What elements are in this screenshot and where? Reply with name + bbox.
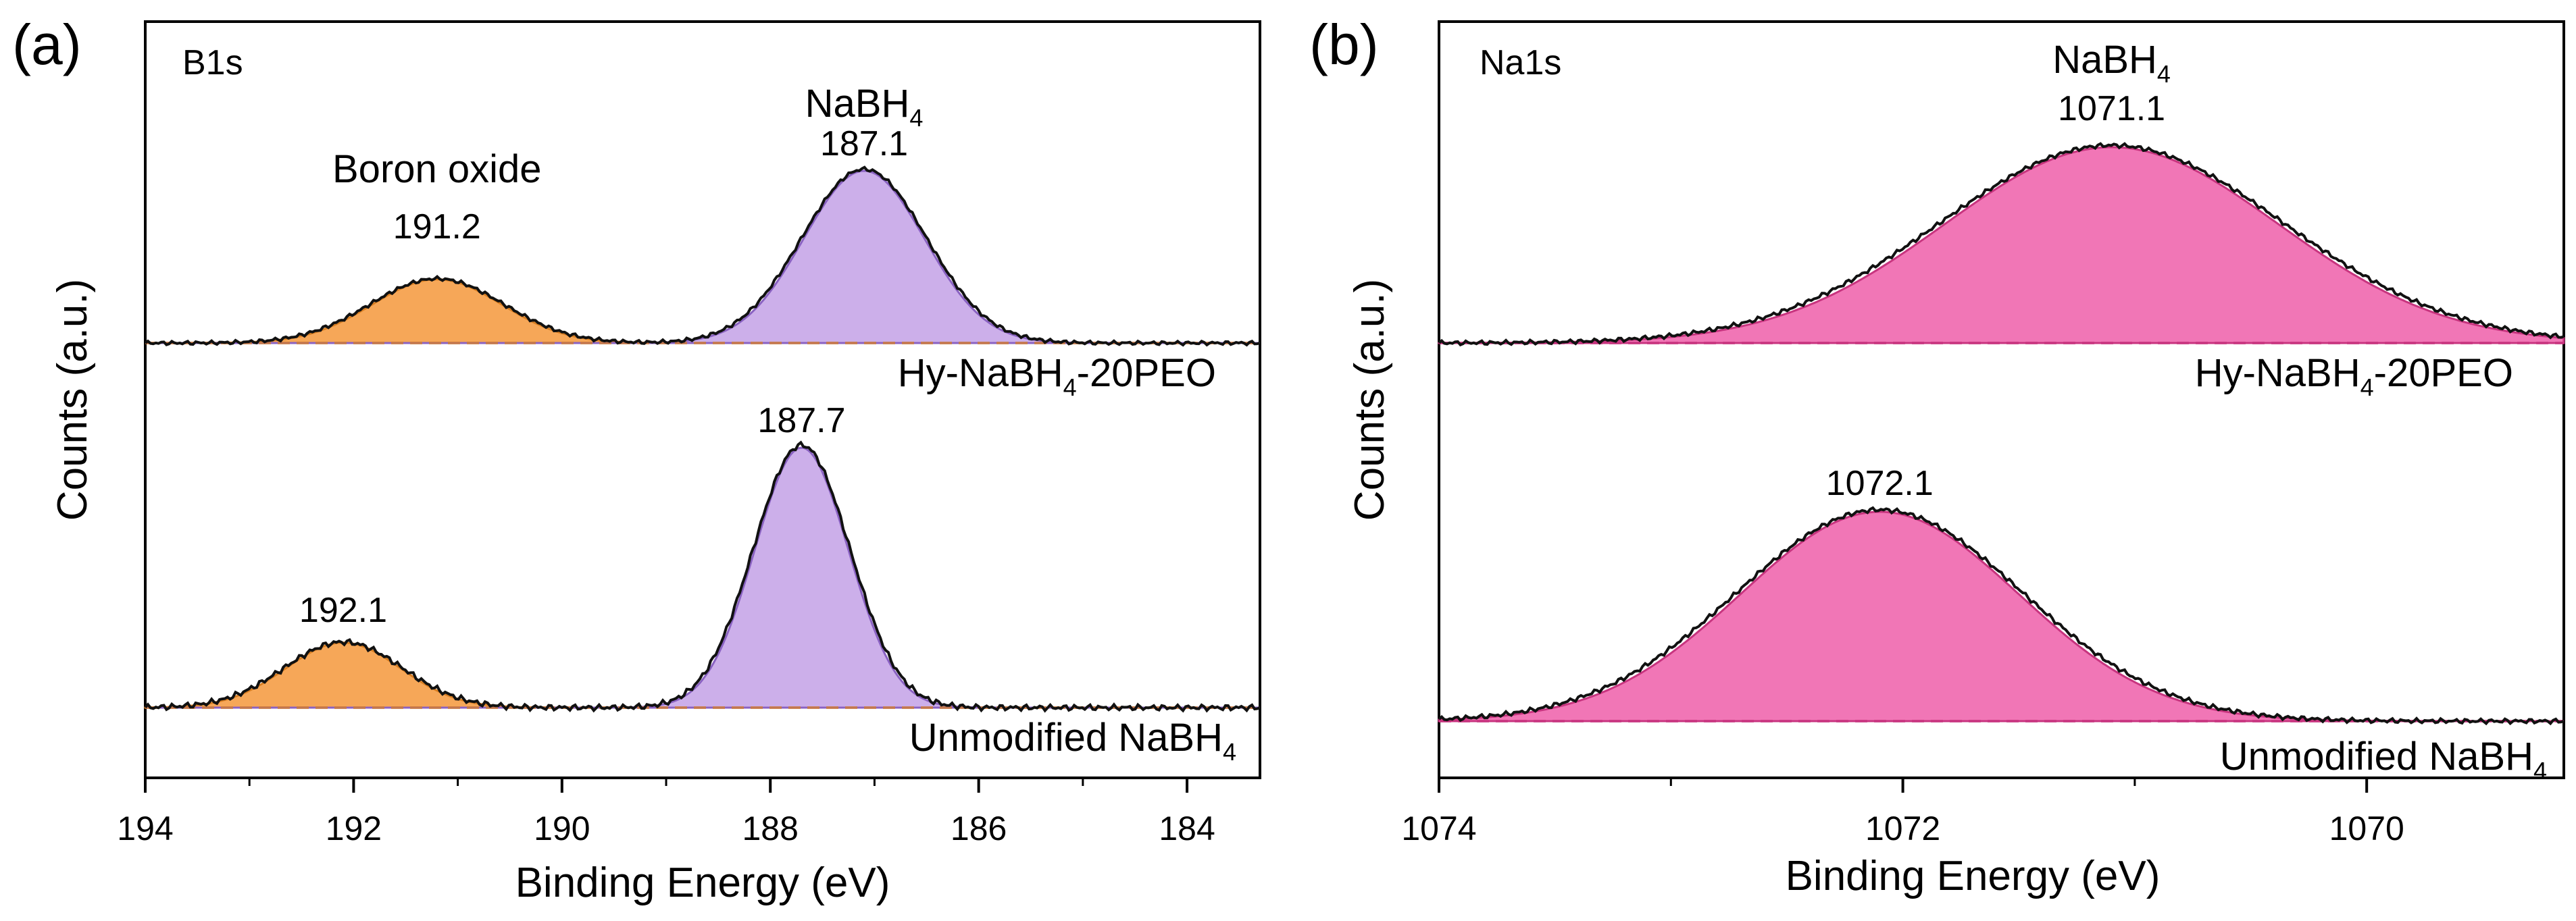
series-label: Unmodified NaBH4 (909, 716, 1236, 766)
panel-b-title: Na1s (1480, 43, 1561, 82)
panel-a-xlabel: Binding Energy (eV) (515, 860, 890, 906)
panel-b-xlabel: Binding Energy (eV) (1786, 853, 2161, 899)
panel-a-x-ticks: 194 192 190 188 186 184 (117, 778, 1215, 847)
measured-envelope (1438, 506, 2565, 726)
x-tick-label: 192 (326, 810, 382, 847)
x-tick-label: 190 (534, 810, 590, 847)
series-label: Hy-NaBH4-20PEO (898, 351, 1216, 401)
measured-envelope (144, 165, 1261, 347)
x-tick-label: 184 (1159, 810, 1215, 847)
component-fill (145, 169, 1260, 344)
panel-a-label: (a) (12, 13, 82, 76)
panel-b-x-ticks: 1074 1072 1070 (1401, 778, 2404, 847)
panel-b1s: (a) B1s Binding Energy (eV) Counts (a.u.… (12, 13, 1261, 906)
x-tick-label: 186 (951, 810, 1007, 847)
measured-envelope (144, 440, 1261, 713)
series-label: Unmodified NaBH4 (2220, 735, 2547, 785)
peak-name-label: Boron oxide (332, 147, 542, 191)
panel-a-ylabel: Counts (a.u.) (49, 279, 96, 521)
panel-b-traces: Hy-NaBH4-20PEO Unmodified NaBH4 (1438, 142, 2565, 785)
panel-b-ylabel: Counts (a.u.) (1346, 279, 1393, 521)
peak-value-label: 187.7 (757, 401, 845, 440)
panel-a-frame (144, 20, 1261, 779)
panel-na1s: (b) Na1s Binding Energy (eV) Counts (a.u… (1309, 13, 2565, 899)
x-tick-label: 1074 (1401, 810, 1476, 847)
component-fill (1438, 146, 2565, 344)
peak-name-label: NaBH4 (805, 82, 924, 132)
peak-name-label: NaBH4 (2052, 38, 2171, 88)
panel-a-traces: Hy-NaBH4-20PEO Unmodified NaBH4 (144, 165, 1261, 766)
x-tick-label: 1070 (2329, 810, 2404, 847)
peak-value-label: 191.2 (393, 207, 481, 246)
peak-value-label: 187.1 (820, 124, 908, 163)
peak-value-label: 1071.1 (2058, 89, 2165, 128)
measured-envelope (1438, 142, 2565, 347)
component-fill (1438, 510, 2564, 722)
panel-b-frame (1438, 20, 2565, 779)
peak-value-label: 1072.1 (1826, 464, 1934, 503)
panel-b-label: (b) (1309, 13, 1379, 76)
peak-value-label: 192.1 (299, 591, 387, 630)
panel-a-title: B1s (182, 43, 243, 82)
x-tick-label: 194 (117, 810, 173, 847)
x-tick-label: 1072 (1865, 810, 1940, 847)
x-tick-label: 188 (742, 810, 799, 847)
component-fill (145, 278, 1260, 344)
series-label: Hy-NaBH4-20PEO (2195, 351, 2513, 401)
